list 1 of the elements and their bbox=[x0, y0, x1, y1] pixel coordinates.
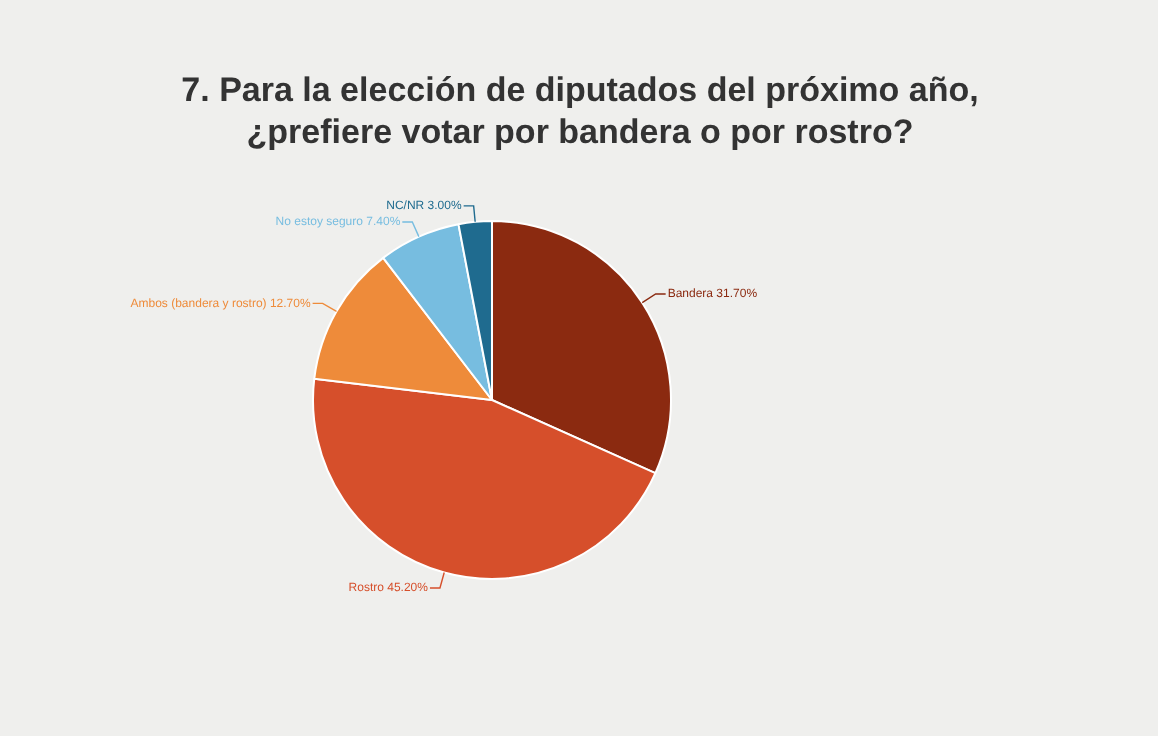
chart-title: 7. Para la elección de diputados del próximo año, ¿prefiere votar por bandera o por rostro? bbox=[181, 71, 979, 152]
